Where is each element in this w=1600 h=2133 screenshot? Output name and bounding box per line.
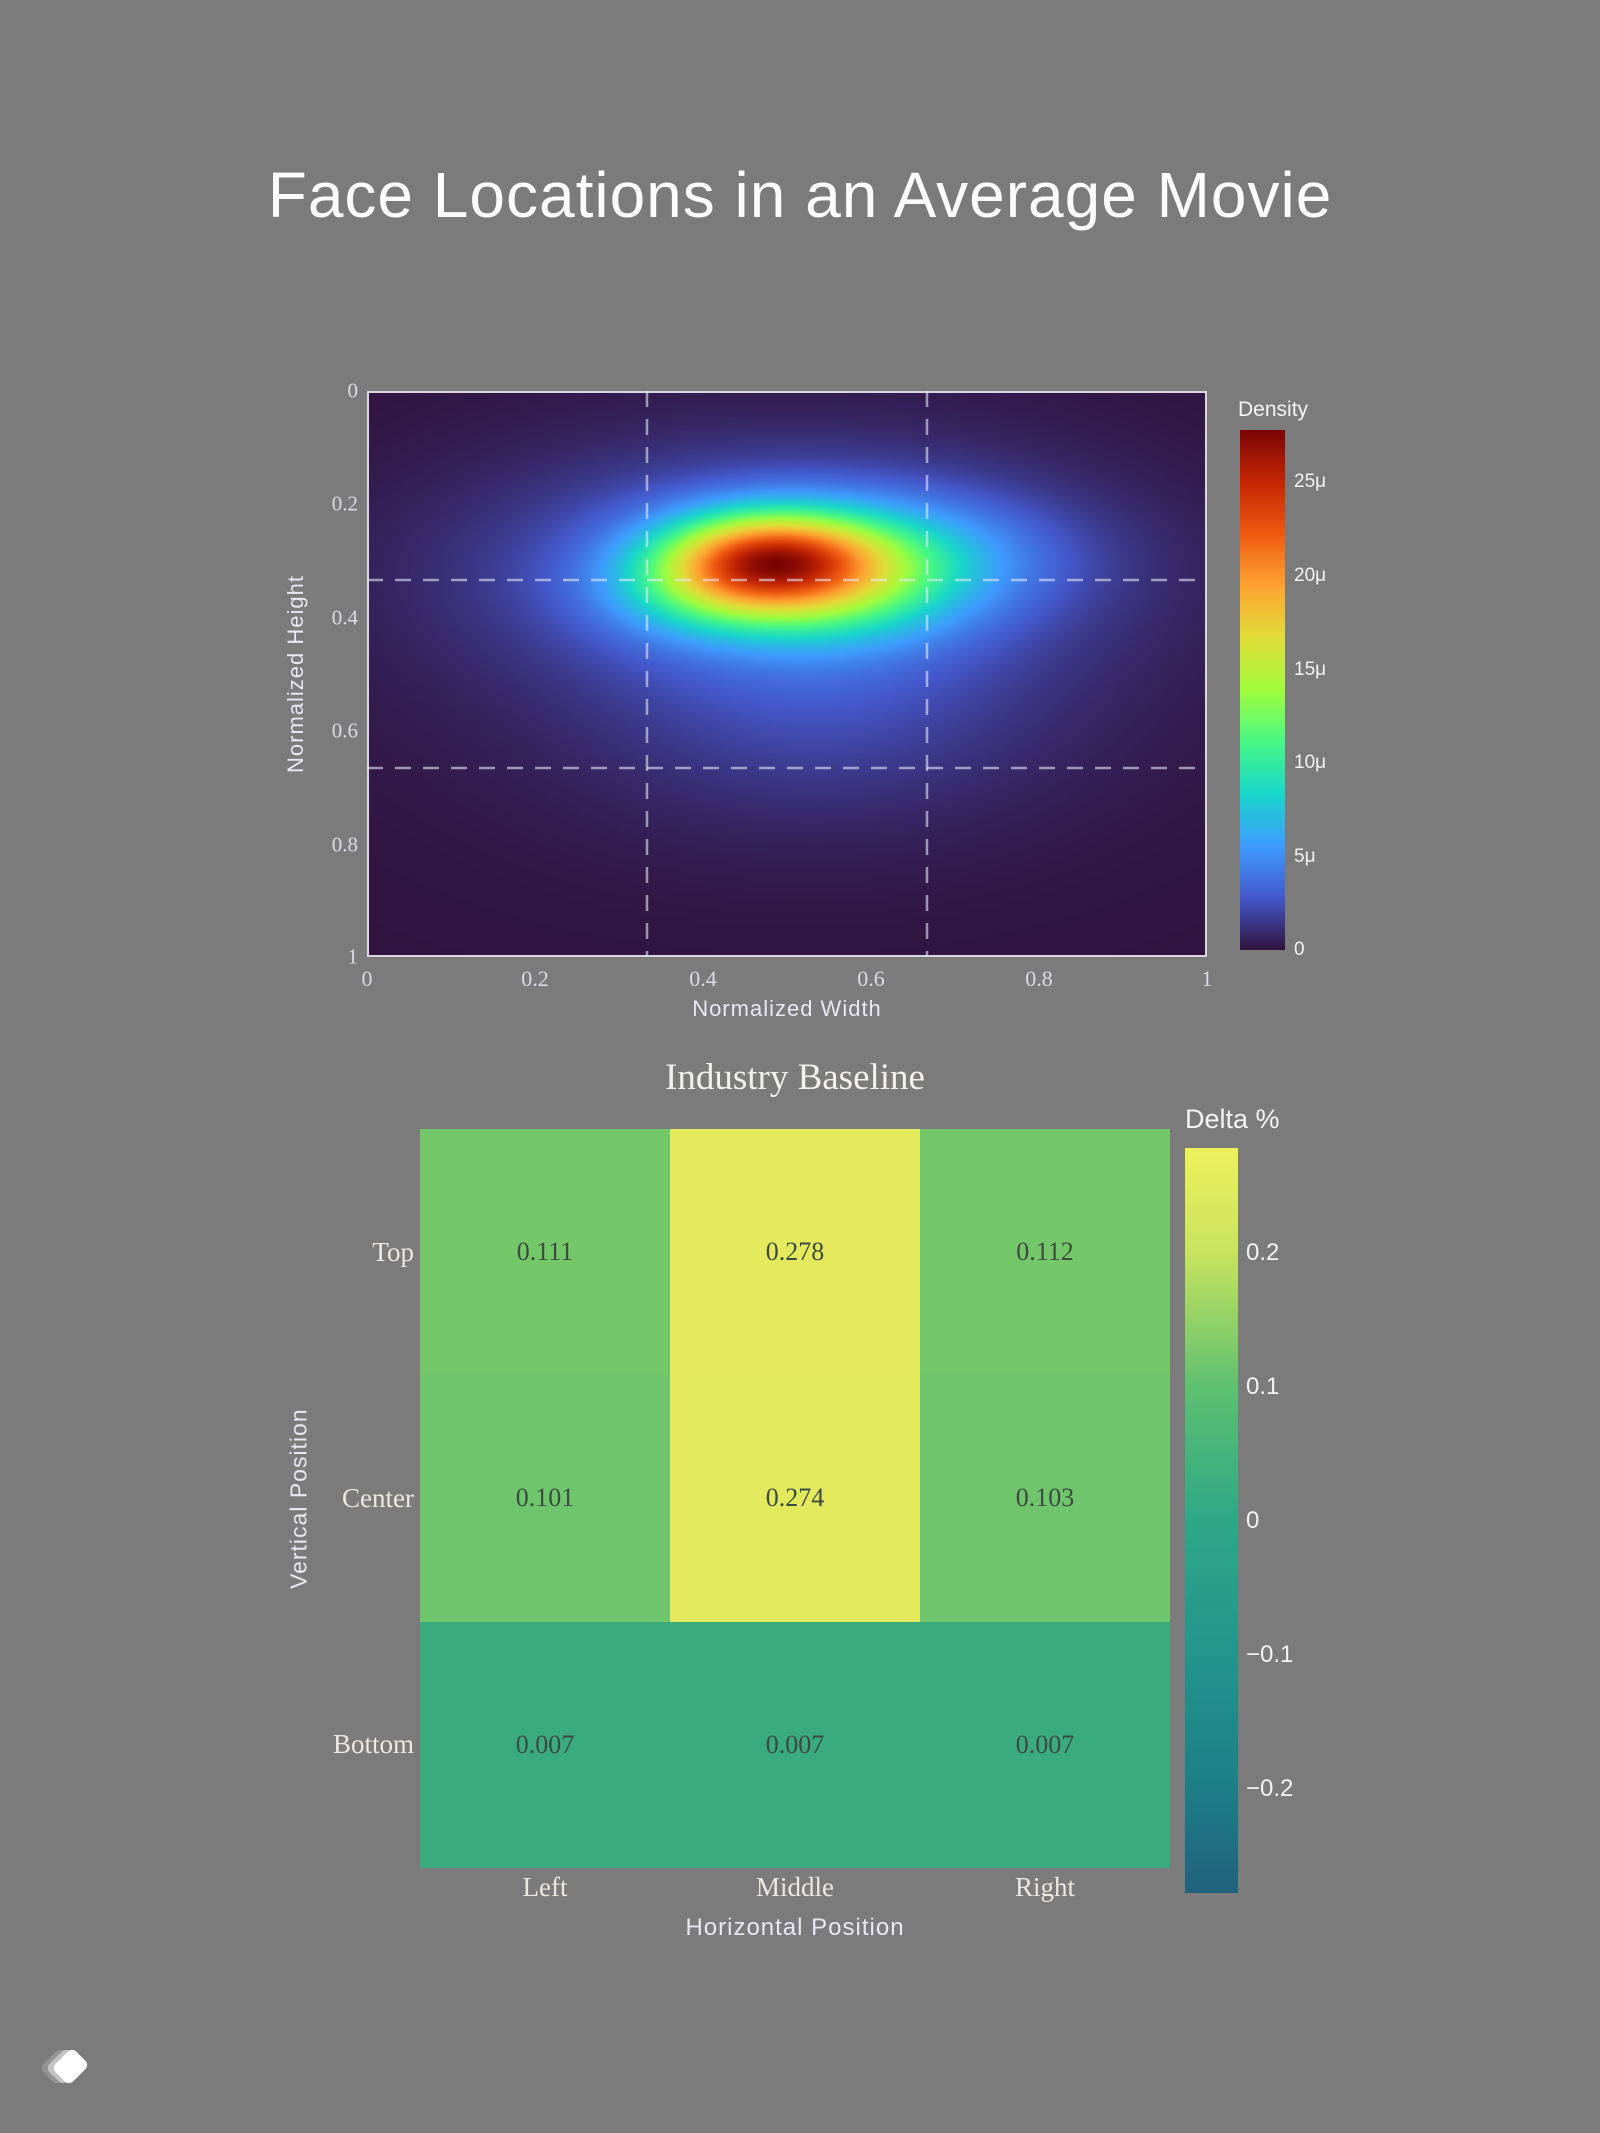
colorbar-tick: −0.2 (1246, 1775, 1294, 1802)
colorbar-tick: 10μ (1294, 752, 1327, 773)
cell-value: 0.112 (1016, 1237, 1074, 1267)
density-colorbar-gradient (1240, 430, 1285, 950)
baseline-chart-title: Industry Baseline (665, 1057, 925, 1098)
heatmap-cell-top-middle: 0.278 (670, 1129, 920, 1376)
density-x-axis-title: Normalized Width (692, 996, 882, 1021)
heatmap-cell-bottom-middle: 0.007 (670, 1621, 920, 1868)
y-tick: 0.6 (331, 718, 358, 743)
baseline-x-axis-title: Horizontal Position (685, 1914, 905, 1941)
row-label-center: Center (342, 1482, 414, 1513)
heatmap-cell-center-right: 0.103 (920, 1375, 1170, 1622)
heatmap-cell-bottom-right: 0.007 (920, 1621, 1170, 1868)
heatmap-cell-center-middle: 0.274 (670, 1375, 920, 1622)
cell-value: 0.278 (765, 1237, 825, 1267)
page-title: Face Locations in an Average Movie (267, 159, 1333, 231)
density-heatmap-canvas (369, 393, 1205, 955)
col-label-left: Left (522, 1872, 568, 1902)
colorbar-tick: −0.1 (1246, 1641, 1294, 1668)
col-label-middle: Middle (756, 1872, 834, 1902)
x-tick: 0.2 (521, 966, 549, 991)
y-tick: 0.4 (331, 605, 358, 630)
density-y-ticks: 0 0.2 0.4 0.6 0.8 1 (296, 379, 358, 969)
y-tick: 1 (347, 944, 359, 969)
heatmap-cell-bottom-left: 0.007 (420, 1621, 670, 1868)
x-tick: 0.6 (857, 966, 885, 991)
colorbar-tick: 0.2 (1246, 1239, 1280, 1266)
col-label-right: Right (1014, 1872, 1075, 1902)
x-tick: 1 (1201, 966, 1213, 991)
x-tick: 0 (361, 966, 373, 991)
x-tick: 0.8 (1025, 966, 1053, 991)
layered-diamond-logo-icon (39, 2042, 94, 2092)
cell-value: 0.101 (515, 1483, 575, 1513)
x-tick: 0.4 (689, 966, 717, 991)
cell-value: 0.103 (1015, 1483, 1075, 1513)
row-label-top: Top (372, 1236, 414, 1267)
colorbar-tick: 0 (1246, 1507, 1260, 1534)
colorbar-tick: 0 (1294, 939, 1305, 960)
delta-colorbar-ticks: 0.2 0.1 0 −0.1 −0.2 (1246, 1148, 1336, 1893)
heatmap-cell-top-left: 0.111 (420, 1129, 670, 1376)
baseline-heatmap: 0.111 0.278 0.112 0.101 0.274 0.103 0.00… (420, 1129, 1170, 1868)
density-x-ticks: 0 0.2 0.4 0.6 0.8 1 (362, 966, 1213, 996)
density-plot-area (367, 391, 1207, 957)
density-colorbar-ticks: 25μ 20μ 15μ 10μ 5μ 0 (1294, 430, 1374, 960)
baseline-row-labels: Top Center Bottom (240, 1129, 414, 1868)
colorbar-tick: 15μ (1294, 659, 1327, 680)
density-colorbar-title: Density (1238, 398, 1309, 421)
colorbar-tick: 20μ (1294, 565, 1327, 586)
delta-colorbar-title: Delta % (1185, 1104, 1280, 1134)
cell-value: 0.007 (515, 1729, 575, 1759)
cell-value: 0.111 (516, 1237, 574, 1267)
y-tick: 0.2 (331, 491, 358, 516)
y-tick: 0.8 (331, 832, 358, 857)
heatmap-cell-top-right: 0.112 (920, 1129, 1170, 1376)
delta-colorbar-gradient (1185, 1148, 1238, 1893)
y-tick: 0 (347, 378, 359, 403)
colorbar-tick: 0.1 (1246, 1373, 1280, 1400)
cell-value: 0.007 (1015, 1729, 1075, 1759)
colorbar-tick: 25μ (1294, 471, 1327, 492)
row-label-bottom: Bottom (332, 1729, 414, 1760)
heatmap-cell-center-left: 0.101 (420, 1375, 670, 1622)
cell-value: 0.274 (765, 1483, 825, 1513)
cell-value: 0.007 (765, 1729, 825, 1759)
colorbar-tick: 5μ (1294, 846, 1316, 867)
baseline-col-labels: Left Middle Right (420, 1868, 1170, 1903)
